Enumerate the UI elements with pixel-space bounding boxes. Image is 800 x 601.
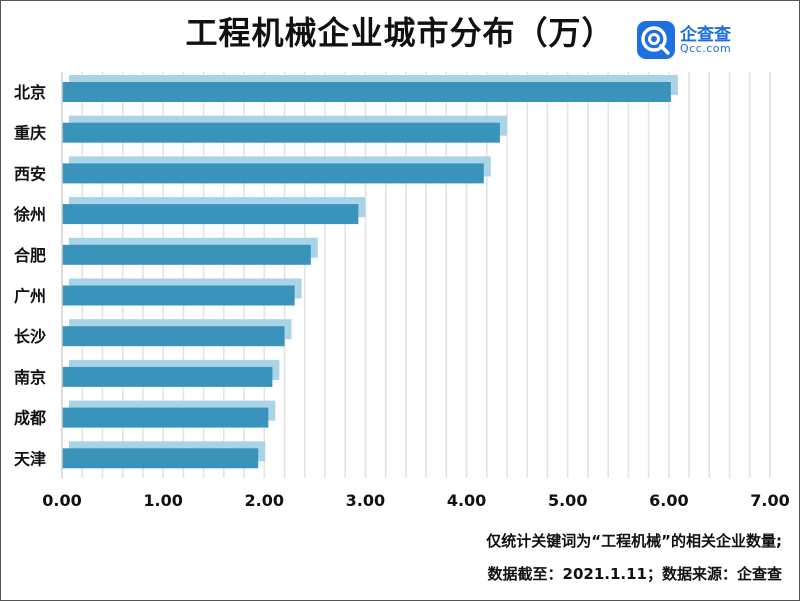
chart-title: 工程机械企业城市分布（万）	[185, 14, 615, 52]
footnote-source: 数据截至：2021.1.11；数据来源：企查查	[487, 565, 782, 583]
x-tick-label: 0.00	[42, 491, 81, 510]
category-label: 广州	[14, 287, 46, 306]
bar	[62, 82, 671, 102]
bar	[62, 326, 285, 347]
x-tick-label: 6.00	[649, 491, 688, 510]
category-label: 合肥	[14, 246, 46, 265]
bar	[62, 366, 273, 387]
category-label: 南京	[14, 368, 46, 387]
bar	[62, 122, 500, 143]
bar	[62, 448, 259, 469]
category-label: 徐州	[13, 205, 46, 224]
logo-name: 企查查	[680, 25, 731, 45]
x-tick-label: 7.00	[750, 491, 789, 510]
bar	[62, 244, 311, 265]
x-tick-label: 2.00	[245, 491, 284, 510]
category-label: 天津	[14, 449, 46, 468]
x-tick-label: 1.00	[143, 491, 182, 510]
bar	[62, 204, 359, 225]
bar	[62, 163, 484, 184]
category-label: 重庆	[14, 124, 46, 143]
category-label: 成都	[14, 409, 46, 428]
logo-domain: Qcc.com	[680, 42, 732, 55]
qcc-logo: 企查查 Qcc.com	[636, 20, 746, 60]
category-label: 北京	[14, 83, 46, 102]
x-tick-label: 5.00	[548, 491, 587, 510]
x-tick-label: 4.00	[447, 491, 486, 510]
bar	[62, 285, 295, 306]
qcc-logo-icon	[637, 21, 675, 59]
category-label: 长沙	[14, 327, 46, 346]
bar	[62, 407, 269, 428]
x-tick-label: 3.00	[346, 491, 385, 510]
category-label: 西安	[14, 164, 46, 183]
footnote-scope: 仅统计关键词为“工程机械”的相关企业数量;	[486, 532, 782, 550]
